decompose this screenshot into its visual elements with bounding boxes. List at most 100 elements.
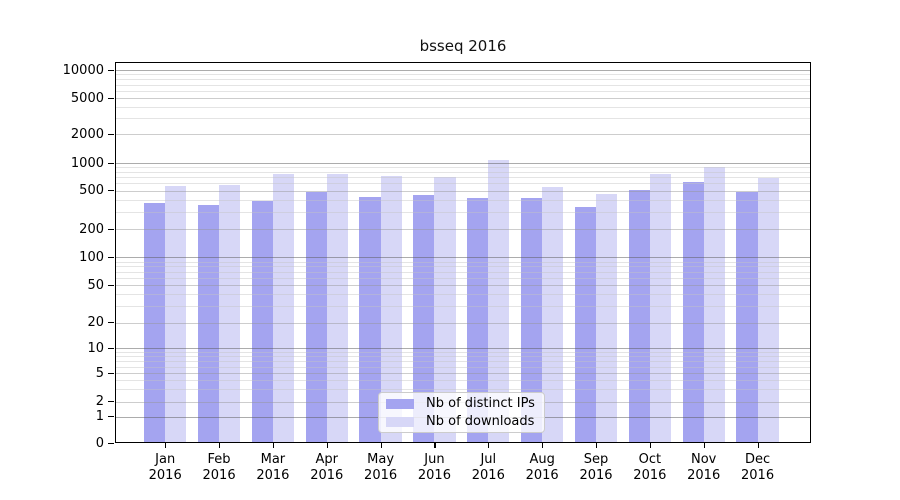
bar-ips-feb-2016 [197,204,220,443]
bar-ips-aug-2016 [520,198,543,443]
y-axis-tick-label: 500 [79,183,104,199]
x-tick-mark [219,443,221,448]
y-axis-tick-label: 2000 [70,126,104,142]
x-axis-tick-label-year: 2016 [525,468,559,483]
y-axis-tick-label: 10000 [62,62,104,78]
y-axis-tick-label: 100 [79,249,104,265]
legend-label-distinct-ips: Nb of distinct IPs [426,395,535,411]
bar-ips-apr-2016 [305,191,327,443]
bar-downloads-apr-2016 [326,173,348,443]
x-tick-mark [596,443,598,448]
x-tick-mark [542,443,544,448]
gridline-minor [116,106,810,108]
x-axis-tick-label-year: 2016 [364,468,398,483]
x-tick-mark [488,443,490,448]
bar-ips-dec-2016 [736,191,758,443]
y-tick-mark [108,416,114,418]
x-tick-mark [380,443,382,448]
y-axis-tick-label: 20 [87,315,104,331]
y-axis-tick-label: 50 [87,277,104,293]
y-axis-tick-label: 5 [95,365,104,381]
x-axis-tick-label: Sep 2016 [566,452,626,484]
y-axis-tick-label: 10 [87,340,104,356]
x-axis-tick-label: Jul 2016 [458,452,518,484]
x-axis-tick-label-year: 2016 [417,468,451,483]
gridline-10000 [116,70,810,71]
x-axis-tick-label-year: 2016 [579,468,613,483]
x-axis-tick-label: May 2016 [351,452,411,484]
bar-downloads-jun-2016 [434,177,456,443]
bar-ips-nov-2016 [682,182,704,443]
bar-ips-jan-2016 [144,202,166,443]
x-axis-tick-label-year: 2016 [633,468,667,483]
x-axis-tick-label: Dec 2016 [728,452,788,484]
x-axis-tick-label-year: 2016 [687,468,721,483]
bar-ips-sep-2016 [574,206,596,443]
gridline-minor [116,84,810,86]
gridline-1000 [116,163,810,165]
bar-ips-jun-2016 [413,194,435,443]
y-axis-tick-label: 1 [95,409,104,425]
gridline-minor [116,79,810,81]
chart-title: bsseq 2016 [419,37,507,55]
y-axis-tick-label: 200 [79,221,104,237]
y-axis-tick-label: 2 [95,394,104,410]
x-tick-mark [326,443,328,448]
x-axis-tick-label-year: 2016 [471,468,505,483]
x-tick-mark [272,443,275,448]
bar-downloads-jan-2016 [165,186,187,443]
bar-downloads-aug-2016 [542,187,564,443]
x-tick-mark [757,443,759,448]
legend-swatch-downloads [386,416,414,427]
y-axis-tick-label: 0 [95,435,104,451]
gridline-minor [116,118,810,120]
gridline-5000 [116,98,810,100]
y-tick-mark [108,284,114,286]
bar-downloads-jul-2016 [488,159,510,443]
x-axis-tick-label-year: 2016 [148,468,182,483]
x-axis-tick-label-year: 2016 [256,468,290,483]
bar-ips-mar-2016 [251,201,273,443]
x-tick-mark [165,443,167,448]
x-axis-tick-label: Mar 2016 [243,452,303,484]
legend-item-downloads: Nb of downloads [379,414,544,429]
legend: Nb of distinct IPs Nb of downloads [378,392,545,433]
x-axis-tick-label-year: 2016 [310,468,344,483]
y-tick-mark [108,133,114,135]
x-axis-tick-label-year: 2016 [202,468,236,483]
gridline-2000 [116,134,810,135]
y-axis-tick-label: 1000 [70,155,104,171]
y-tick-mark [108,162,114,164]
legend-item-distinct-ips: Nb of distinct IPs [379,396,544,411]
bar-downloads-oct-2016 [649,173,672,443]
y-tick-mark [108,256,114,258]
x-axis-tick-label: Apr 2016 [297,452,357,484]
bar-downloads-nov-2016 [703,167,725,443]
x-axis-tick-label: Jan 2016 [135,452,195,484]
x-tick-mark [649,443,652,448]
y-axis-tick-label: 5000 [70,90,104,106]
x-axis-tick-label-year: 2016 [741,468,775,483]
y-tick-mark [108,322,114,324]
bar-ips-oct-2016 [628,189,650,443]
gridline-minor [116,74,810,76]
bar-downloads-mar-2016 [272,173,295,443]
bar-downloads-dec-2016 [757,177,779,443]
y-tick-mark [108,442,114,444]
x-axis-tick-label: Aug 2016 [512,452,572,484]
y-tick-mark [108,97,114,99]
y-tick-mark [108,372,114,374]
legend-label-downloads: Nb of downloads [426,413,535,429]
bar-downloads-may-2016 [380,176,402,443]
x-axis-tick-label: Nov 2016 [674,452,734,484]
x-tick-mark [703,443,705,448]
bar-ips-jul-2016 [467,198,489,443]
legend-swatch-ips [386,398,414,409]
y-tick-mark [108,190,114,192]
y-tick-mark [108,401,114,403]
x-axis-tick-label: Jun 2016 [404,452,464,484]
bar-downloads-sep-2016 [596,193,618,443]
gridline-minor [116,90,810,92]
x-axis-tick-label: Oct 2016 [620,452,680,484]
